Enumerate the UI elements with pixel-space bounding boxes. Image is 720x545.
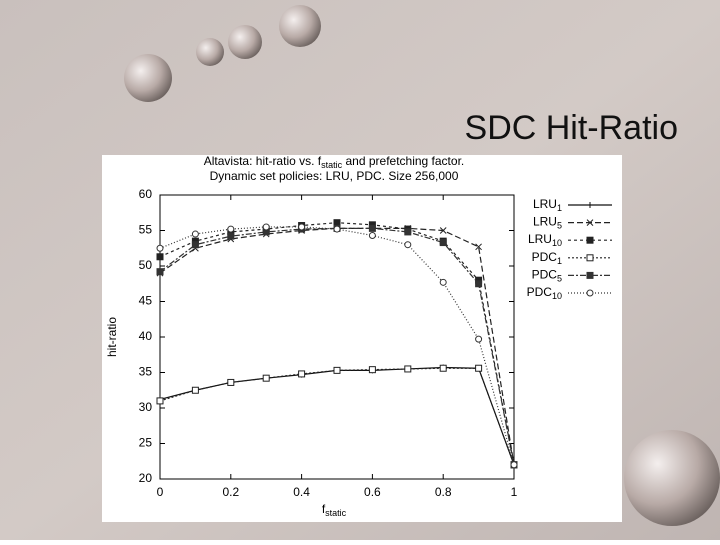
marker [368, 224, 376, 232]
chart-panel [102, 155, 622, 522]
x-tick-label: 0 [157, 485, 164, 499]
marker [227, 232, 235, 240]
series-line [159, 227, 515, 465]
legend-marker [586, 236, 594, 244]
chart-title: Altavista: hit-ratio vs. fstatic and pre… [204, 154, 465, 170]
legend-marker [586, 254, 594, 262]
marker [439, 278, 447, 286]
marker [404, 365, 412, 373]
marker [439, 227, 447, 234]
y-tick-label: 25 [139, 436, 153, 450]
marker [475, 335, 483, 343]
marker [227, 378, 235, 386]
y-tick-label: 45 [139, 294, 153, 308]
marker [475, 243, 482, 251]
marker [475, 280, 483, 288]
y-tick-label: 30 [139, 400, 153, 414]
y-tick-label: 50 [139, 258, 153, 272]
x-tick-label: 0.8 [435, 485, 452, 499]
chart-subtitle: Dynamic set policies: LRU, PDC. Size 256… [210, 169, 459, 183]
marker [262, 223, 270, 231]
legend-label: LRU10 [528, 232, 562, 248]
y-tick-label: 60 [139, 187, 153, 201]
sphere [196, 38, 224, 66]
y-tick-label: 55 [139, 223, 153, 237]
marker [156, 244, 164, 252]
legend-label: PDC5 [532, 268, 562, 284]
marker [262, 374, 270, 382]
y-tick-label: 20 [139, 471, 153, 485]
marker [439, 239, 447, 247]
marker [404, 228, 412, 236]
x-tick-label: 0.4 [293, 485, 310, 499]
sphere [279, 5, 321, 47]
marker [404, 241, 412, 249]
x-axis-label: fstatic [322, 502, 347, 518]
marker [191, 230, 199, 238]
marker [191, 241, 199, 249]
legend-label: LRU5 [533, 215, 562, 231]
marker [368, 231, 376, 239]
sphere [124, 54, 172, 102]
marker [333, 366, 341, 374]
marker [298, 223, 306, 231]
y-axis-label: hit-ratio [105, 317, 119, 357]
y-tick-label: 40 [139, 329, 153, 343]
marker [475, 364, 483, 372]
marker [333, 225, 341, 233]
sphere [228, 25, 262, 59]
series-line [159, 227, 515, 465]
marker [227, 225, 235, 233]
legend-label: LRU1 [533, 197, 562, 213]
marker [439, 364, 447, 372]
legend-label: PDC1 [532, 250, 562, 266]
marker [156, 397, 164, 405]
marker [298, 370, 306, 378]
legend-marker [586, 271, 594, 279]
legend-marker [586, 219, 594, 226]
legend-marker [586, 289, 594, 297]
x-tick-label: 0.2 [222, 485, 239, 499]
marker [191, 386, 199, 394]
marker [368, 366, 376, 374]
sphere [624, 430, 720, 526]
slide-title: SDC Hit-Ratio [465, 109, 678, 147]
marker [156, 268, 164, 276]
legend-label: PDC10 [527, 285, 562, 301]
marker [333, 219, 341, 227]
marker [510, 461, 518, 469]
legend-marker [587, 202, 593, 208]
x-tick-label: 0.6 [364, 485, 381, 499]
x-tick-label: 1 [511, 485, 518, 499]
marker [156, 253, 164, 261]
y-tick-label: 35 [139, 365, 153, 379]
